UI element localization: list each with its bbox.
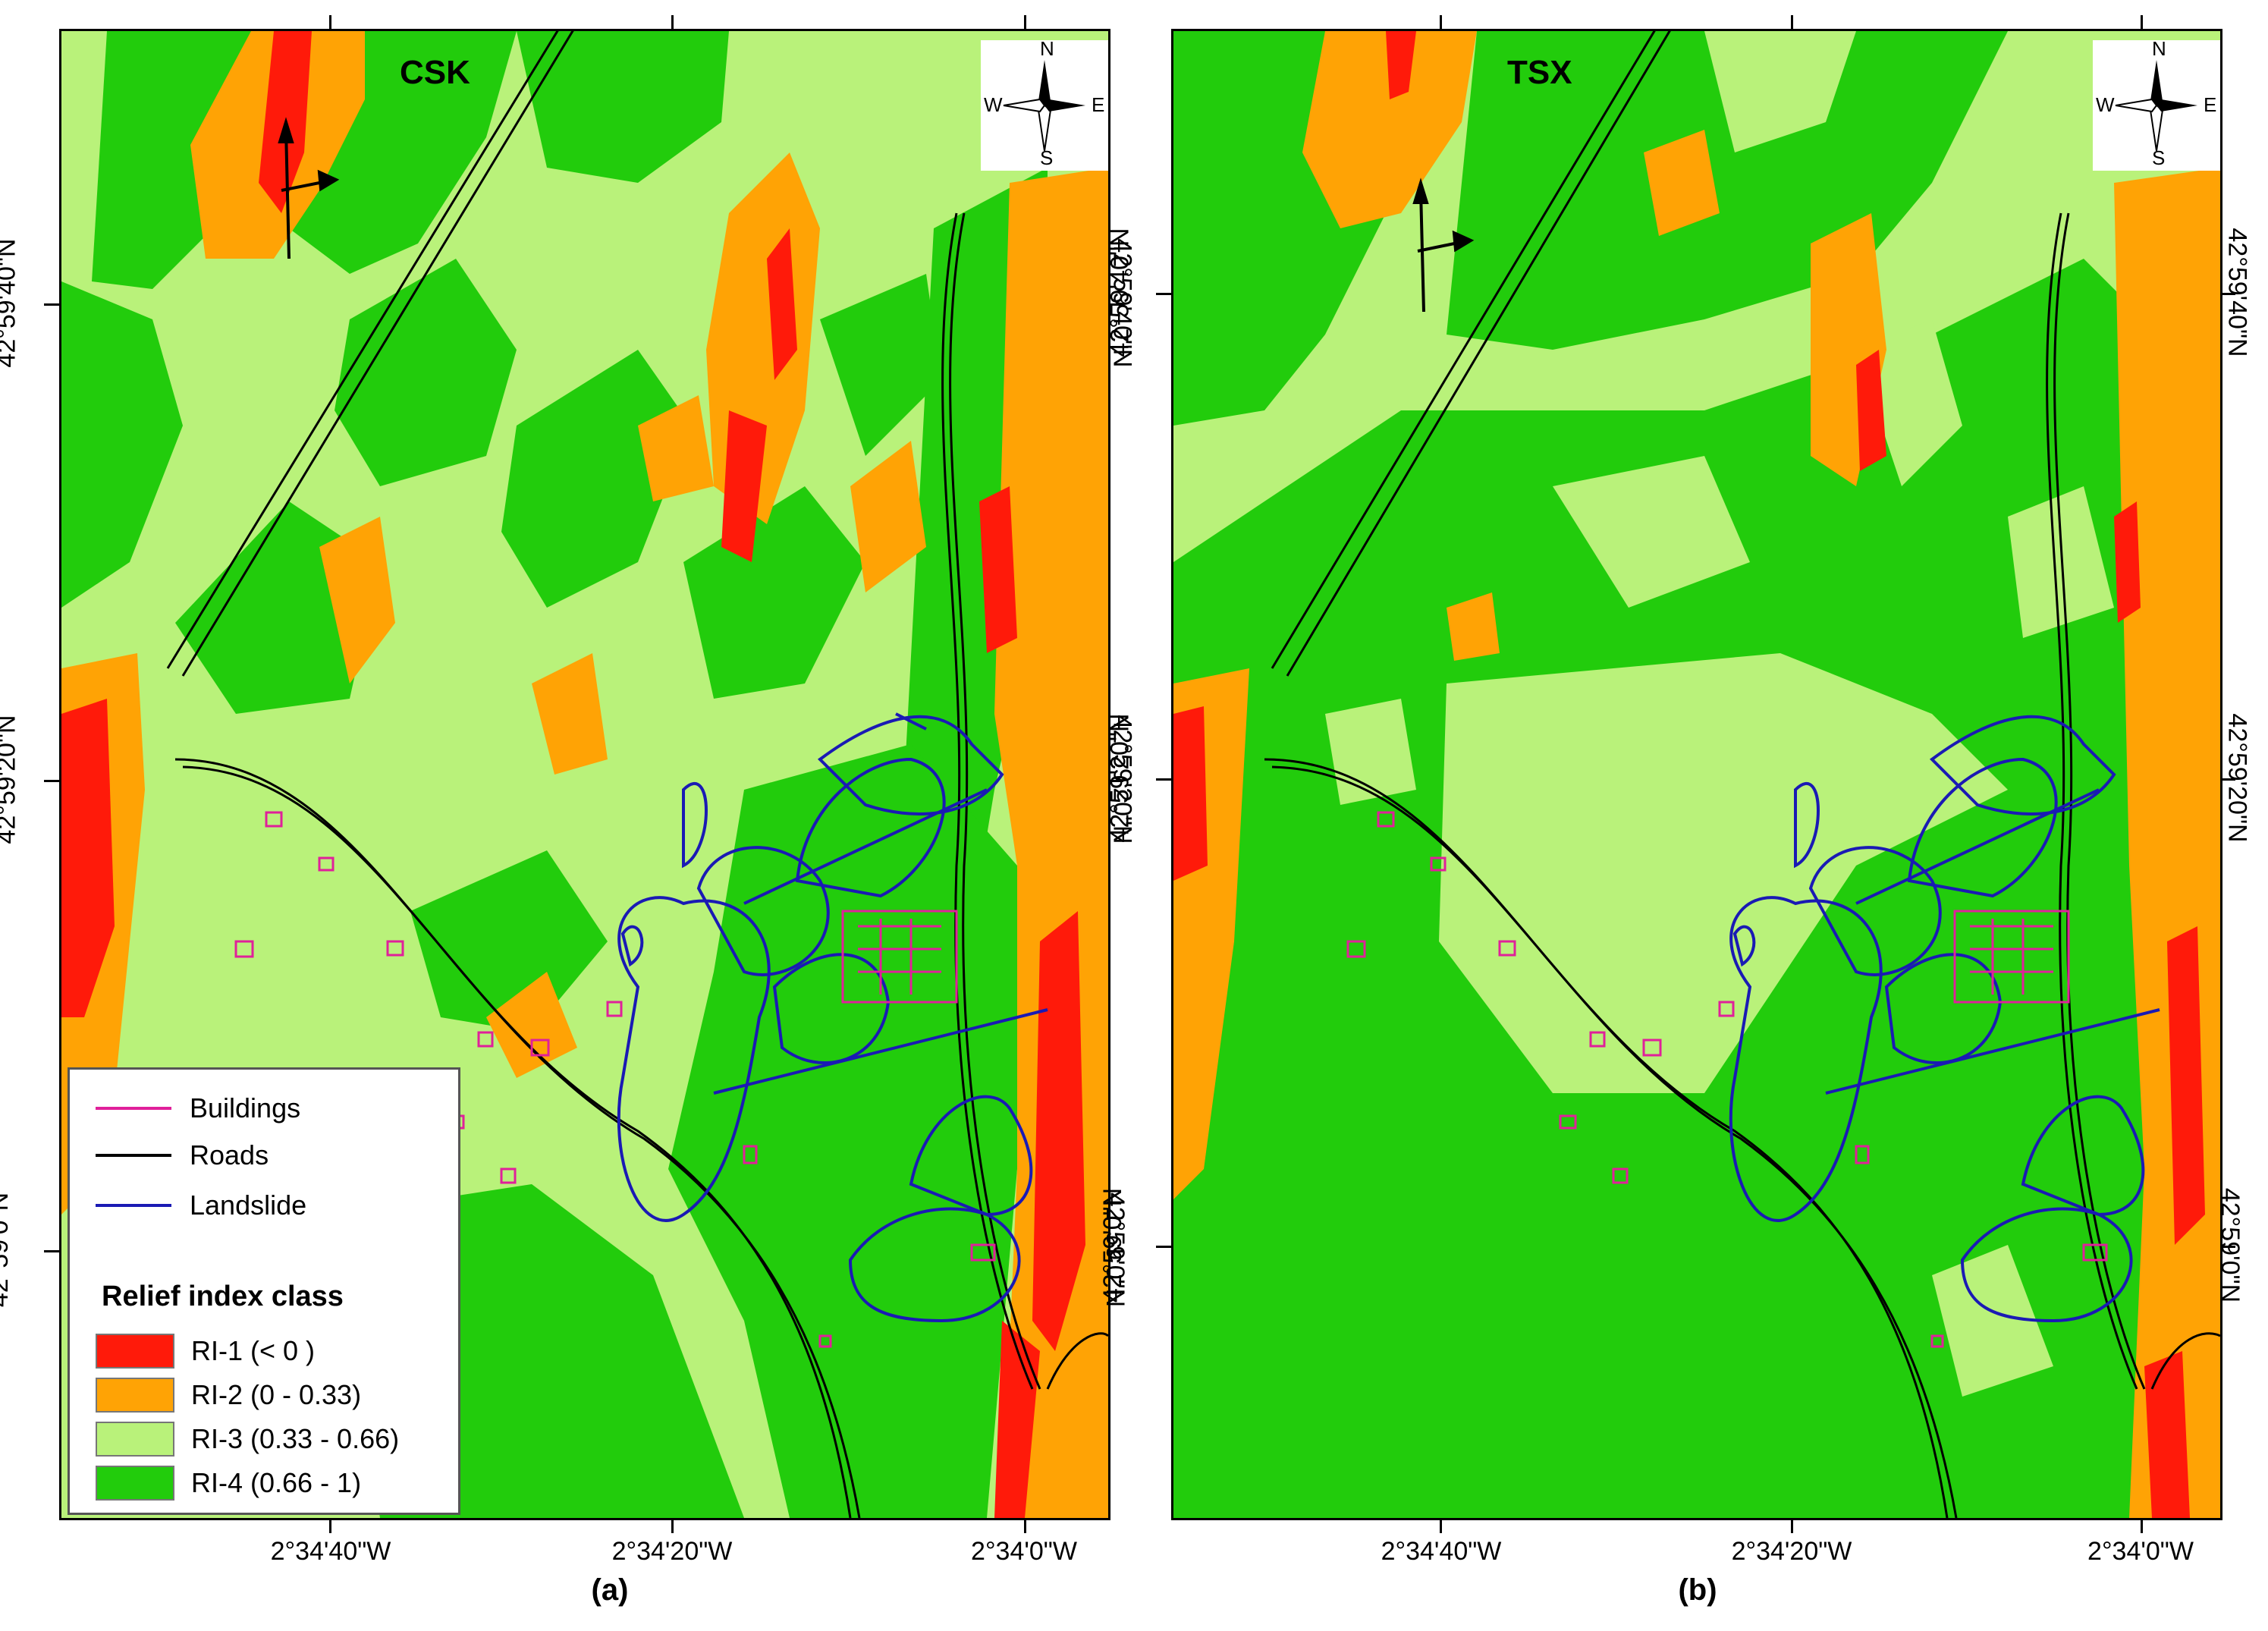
section-arrow	[1412, 178, 1475, 313]
latitude-label: 42°59'20"N	[0, 715, 21, 844]
longitude-label: 2°34'0"W	[971, 1537, 1077, 1566]
tick-mark	[1440, 1518, 1442, 1533]
building-outlines	[1346, 811, 2108, 1348]
tick-mark	[671, 1518, 674, 1533]
compass-s: S	[2152, 146, 2166, 169]
relief-index-raster	[61, 31, 1108, 1518]
legend-label: RI-2 (0 - 0.33)	[191, 1379, 362, 1410]
tick-mark	[44, 780, 59, 782]
latitude-label: 42°59'0"N	[0, 1192, 14, 1308]
compass-w: W	[984, 93, 1003, 116]
latitude-label: 42°59'20"N	[1105, 713, 1135, 843]
latitude-label: 42°59'40"N	[2222, 228, 2252, 357]
longitude-label: 2°34'20"W	[611, 1537, 733, 1566]
compass-e: E	[1092, 93, 1105, 116]
legend-ri-1: RI-1 (< 0 )	[96, 1334, 315, 1369]
road-lines	[166, 31, 1108, 1518]
legend-label: Roads	[190, 1139, 269, 1171]
tick-mark	[329, 15, 331, 30]
relief-index-raster	[1173, 31, 2220, 1518]
tick-mark	[1024, 1518, 1026, 1533]
latitude-label: 42°59'40"N	[1105, 228, 1135, 357]
tick-mark	[1156, 293, 1171, 295]
longitude-label: 2°34'40"W	[270, 1537, 391, 1566]
tick-mark	[329, 1518, 331, 1533]
legend-class-title: Relief index class	[102, 1281, 344, 1312]
legend-landslide: Landslide	[96, 1189, 306, 1221]
map-legend: Buildings Roads Landslide Relief index c…	[68, 1067, 460, 1515]
latitude-label: 42°59'0"N	[2216, 1187, 2245, 1303]
compass-rose-icon: N S W E	[981, 37, 1108, 171]
landslide-line-icon	[96, 1204, 171, 1207]
ri-1-zones	[1173, 31, 2205, 1518]
latitude-label: 42°59'20"N	[2222, 713, 2252, 843]
legend-ri-4: RI-4 (0.66 - 1)	[96, 1466, 361, 1501]
compass-n: N	[2152, 37, 2166, 60]
legend-buildings: Buildings	[96, 1092, 300, 1124]
tick-mark	[1024, 15, 1026, 30]
longitude-label: 2°34'40"W	[1381, 1537, 1502, 1566]
latitude-label: 42°59'0"N	[1098, 1187, 1128, 1303]
compass-e: E	[2204, 93, 2217, 116]
longitude-label: 2°34'20"W	[1731, 1537, 1852, 1566]
legend-label: RI-3 (0.33 - 0.66)	[191, 1423, 400, 1454]
ri-3-swatch	[96, 1422, 174, 1457]
tick-mark	[1791, 1518, 1793, 1533]
roads-line-icon	[96, 1154, 171, 1157]
legend-ri-2: RI-2 (0 - 0.33)	[96, 1378, 361, 1413]
ri-1-swatch	[96, 1334, 174, 1369]
tick-mark	[2220, 293, 2235, 295]
road-lines	[1264, 31, 2220, 1518]
ri-2-swatch	[96, 1378, 174, 1413]
section-arrow	[278, 117, 340, 259]
compass-rose-icon: N S W E	[2093, 37, 2220, 171]
tick-mark	[1791, 15, 1793, 30]
tick-mark	[1156, 778, 1171, 781]
longitude-label: 2°34'0"W	[2087, 1537, 2194, 1566]
compass-n: N	[1040, 37, 1054, 60]
sensor-label: TSX	[1507, 54, 1572, 91]
tick-mark	[2220, 778, 2235, 781]
tick-mark	[1440, 15, 1442, 30]
tick-mark	[2141, 1518, 2143, 1533]
tick-mark	[1108, 303, 1123, 306]
panel-caption: (a)	[591, 1573, 629, 1607]
map-panel-csk: CSK N S W E Buildings Roads Landslide Re…	[59, 29, 1110, 1520]
legend-label: RI-4 (0.66 - 1)	[191, 1467, 362, 1498]
tick-mark	[44, 303, 59, 306]
tick-mark	[1108, 1250, 1123, 1252]
ri-1-zones	[61, 31, 1085, 1518]
tick-mark	[2141, 15, 2143, 30]
tick-mark	[1108, 780, 1123, 782]
tick-mark	[671, 15, 674, 30]
compass-s: S	[1040, 146, 1054, 169]
landslide-outlines	[617, 712, 1048, 1323]
tick-mark	[44, 1250, 59, 1252]
legend-label: RI-1 (< 0 )	[191, 1335, 316, 1366]
tick-mark	[1156, 1246, 1171, 1248]
latitude-label: 42°59'40"N	[0, 238, 21, 368]
compass-w: W	[2096, 93, 2115, 116]
map-panel-tsx: TSX N S W E	[1171, 29, 2222, 1520]
buildings-line-icon	[96, 1107, 171, 1110]
ri-4-swatch	[96, 1466, 174, 1501]
legend-label: Landslide	[190, 1189, 307, 1221]
legend-label: Buildings	[190, 1092, 301, 1123]
legend-ri-3: RI-3 (0.33 - 0.66)	[96, 1422, 399, 1457]
sensor-label: CSK	[400, 54, 470, 91]
building-outlines	[234, 811, 996, 1348]
legend-roads: Roads	[96, 1139, 269, 1171]
tick-mark	[2220, 1246, 2235, 1248]
panel-caption: (b)	[1678, 1573, 1717, 1607]
